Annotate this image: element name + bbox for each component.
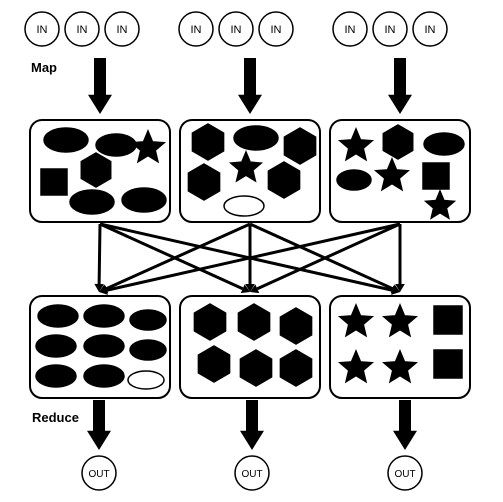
shuffle-edge [100,224,392,290]
in-node-label: IN [271,24,282,36]
arrow-down-icon [87,400,111,450]
ellipse-icon [234,126,278,150]
ellipse-icon [36,365,76,387]
shuffle-edge [107,224,400,290]
shuffle-edge [106,224,250,289]
arrow-down-icon [240,400,264,450]
ellipse-icon [337,170,371,190]
shuffle-edge [99,224,100,284]
square-icon [423,163,449,189]
ellipse-icon [130,310,166,330]
ellipse-icon [44,128,88,152]
ellipse-icon [84,335,124,357]
ellipse-icon [130,340,166,360]
mapreduce-diagram: IN IN IN IN IN IN IN IN IN OUT OUT OUT [0,0,503,502]
shuffle-edge [100,224,243,289]
out-node-label: OUT [88,469,109,480]
out-node-label: OUT [394,469,415,480]
in-node-label: IN [191,24,202,36]
ellipse-icon [70,190,114,214]
in-node-label: IN [117,24,128,36]
ellipse-icon [38,305,78,327]
ellipse-icon [84,305,124,327]
arrow-down-icon [88,58,112,114]
shuffle-edge [250,224,393,289]
square-icon [434,350,462,378]
reduce-label: Reduce [32,410,79,425]
ellipse-icon [424,133,464,155]
map-label: Map [31,60,57,75]
ellipse-icon [96,134,136,156]
ellipse-icon [84,365,124,387]
hexagon-icon [383,125,412,159]
in-node-label: IN [231,24,242,36]
in-node-label: IN [345,24,356,36]
arrow-down-icon [238,58,262,114]
ellipse-icon [128,371,164,389]
ellipse-icon [36,335,76,357]
in-node-label: IN [37,24,48,36]
out-node-label: OUT [241,469,262,480]
arrow-down-icon [388,58,412,114]
in-node-label: IN [77,24,88,36]
ellipse-icon [122,188,166,212]
ellipse-icon [224,196,264,216]
shuffle-edge [257,224,400,289]
in-node-label: IN [385,24,396,36]
square-icon [41,169,67,195]
arrow-down-icon [393,400,417,450]
hexagon-icon [81,153,110,187]
square-icon [434,306,462,334]
in-node-label: IN [425,24,436,36]
